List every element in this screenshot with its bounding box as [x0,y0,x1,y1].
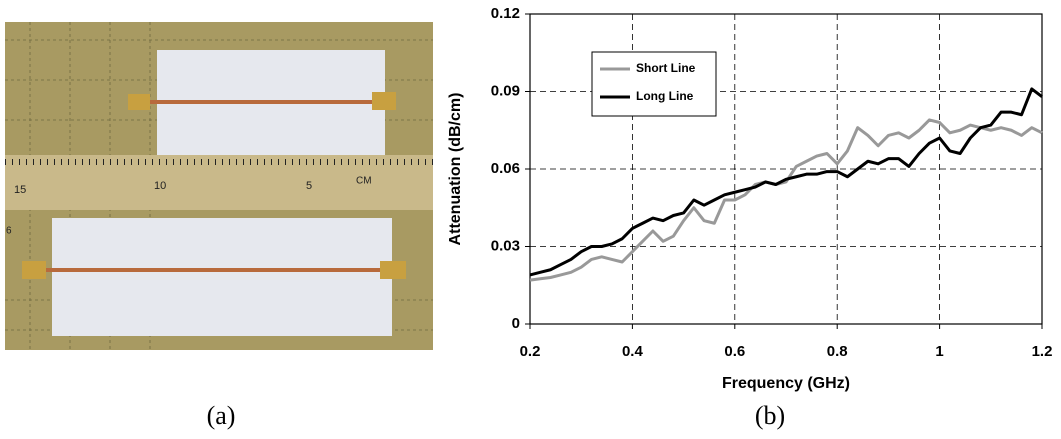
x-axis-label: Frequency (GHz) [722,375,850,392]
legend-box [591,51,717,117]
ruler-label: 5 [306,180,312,192]
connector [372,92,396,110]
x-tick-label: 1.2 [1032,343,1053,360]
photo: 15 10 5 CM 6 [5,22,433,350]
long-board [52,218,392,336]
connector [22,261,46,279]
y-axis-label: Attenuation (dB/cm) [447,93,464,246]
x-tick-label: 1 [935,343,943,360]
plot-frame [529,13,1043,325]
y-tick-label: 0.12 [491,5,520,22]
x-tick-label: 0.4 [622,343,644,360]
ruler-label: CM [356,176,372,187]
series-line [529,118,1043,282]
ruler [5,155,433,210]
y-tick-label: 0.06 [491,160,520,177]
y-tick-label: 0.03 [491,237,520,254]
x-tick-label: 0.8 [827,343,848,360]
connector [380,261,406,279]
ruler-label: 10 [154,180,166,192]
caption: (a) [207,401,236,430]
ruler-label: 6 [6,226,12,237]
x-tick-label: 0.6 [724,343,745,360]
y-tick-label: 0.09 [491,82,520,99]
ruler-label: 15 [14,184,26,196]
series-line [529,87,1043,277]
connector [128,94,150,110]
y-tick-label: 0 [512,315,520,332]
caption: (b) [755,401,785,430]
legend-label: Short Line [636,61,696,75]
legend-label: Long Line [636,89,694,103]
x-tick-label: 0.2 [520,343,541,360]
